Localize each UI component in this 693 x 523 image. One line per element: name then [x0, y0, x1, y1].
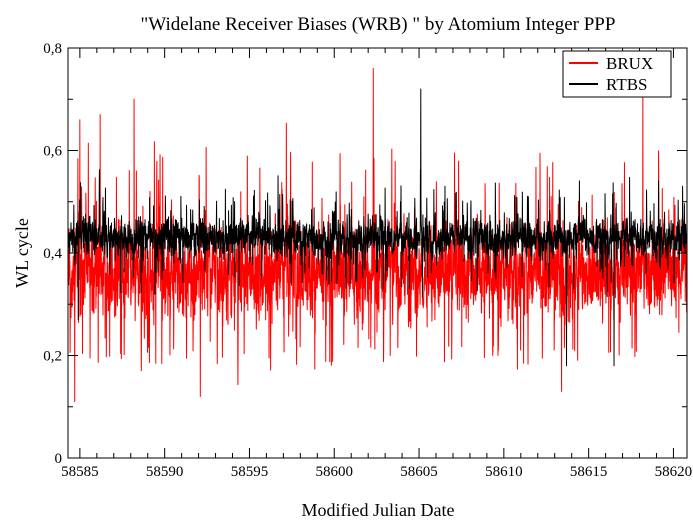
x-tick-label: 58610 [485, 464, 523, 480]
series-line-rtbs [68, 88, 687, 367]
y-tick-label: 0,8 [43, 41, 62, 57]
plot-area: 58585 58590 58595 58600 58605 58610 58615 58620… [43, 41, 692, 480]
x-axis-label: Modified Julian Date [302, 500, 455, 520]
y-tick-label: 0,6 [43, 144, 62, 160]
legend: BRUX RTBS [562, 50, 672, 98]
y-tick-label: 0,4 [43, 246, 62, 262]
x-tick-label: 58605 [400, 464, 438, 480]
x-tick-label: 58600 [316, 464, 354, 480]
chart-title: "Widelane Receiver Biases (WRB) " by Ato… [141, 14, 616, 35]
y-tick-label: 0,2 [43, 349, 62, 365]
x-tick-label: 58595 [231, 464, 269, 480]
legend-label-brux: BRUX [606, 54, 653, 73]
x-tick-label: 58615 [570, 464, 608, 480]
series-line-brux [68, 68, 687, 403]
legend-label-rtbs: RTBS [606, 75, 648, 94]
x-tick-label: 58620 [655, 464, 693, 480]
legend-box [562, 50, 672, 98]
x-tick-label: 58590 [146, 464, 184, 480]
y-axis-label: WL cycle [12, 218, 32, 288]
y-tick-label: 0 [55, 451, 63, 467]
x-tick-label: 58585 [61, 464, 99, 480]
